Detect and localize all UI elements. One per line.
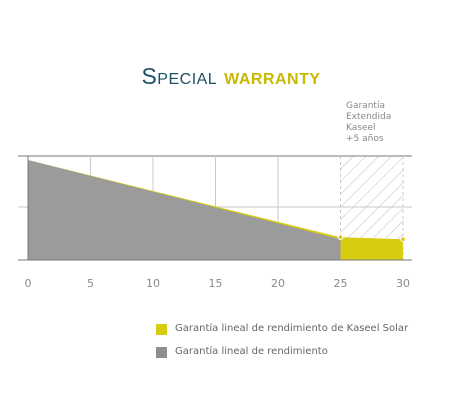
- extended-warranty-line-3: Kaseel: [346, 123, 376, 133]
- x-tick-label-2: 10: [146, 277, 160, 290]
- legend-item-kaseel: Garantía lineal de rendimiento de Kaseel…: [156, 322, 408, 336]
- extended-warranty-note: Garantía Extendida Kaseel +5 años: [346, 101, 416, 145]
- series-area-standard: [28, 160, 341, 260]
- x-tick-label-0: 0: [25, 277, 32, 290]
- chart-title-part-2: warranty: [224, 63, 321, 89]
- x-tick-label-3: 15: [209, 277, 223, 290]
- x-tick-label-4: 20: [271, 277, 285, 290]
- kaseel-point-1: [337, 234, 344, 240]
- legend-item-standard: Garantía lineal de rendimiento: [156, 345, 328, 359]
- extended-warranty-line-1: Garantía: [346, 101, 385, 111]
- legend-swatch-standard: [156, 346, 167, 358]
- kaseel-point-2: [400, 236, 406, 242]
- extended-warranty-line-2: Extendida: [346, 112, 392, 122]
- legend-label-kaseel: Garantía lineal de rendimiento de Kaseel…: [175, 323, 409, 334]
- extended-warranty-line-4: +5 años: [346, 134, 384, 144]
- legend-swatch-kaseel: [156, 323, 167, 335]
- chart-title-part-1: Special: [141, 63, 218, 89]
- legend-label-standard: Garantía lineal de rendimiento: [175, 346, 328, 357]
- x-tick-label-6: 30: [396, 277, 410, 290]
- x-tick-label-5: 25: [334, 277, 348, 290]
- chart-title: Special warranty: [0, 62, 462, 90]
- x-tick-label-1: 5: [87, 277, 94, 290]
